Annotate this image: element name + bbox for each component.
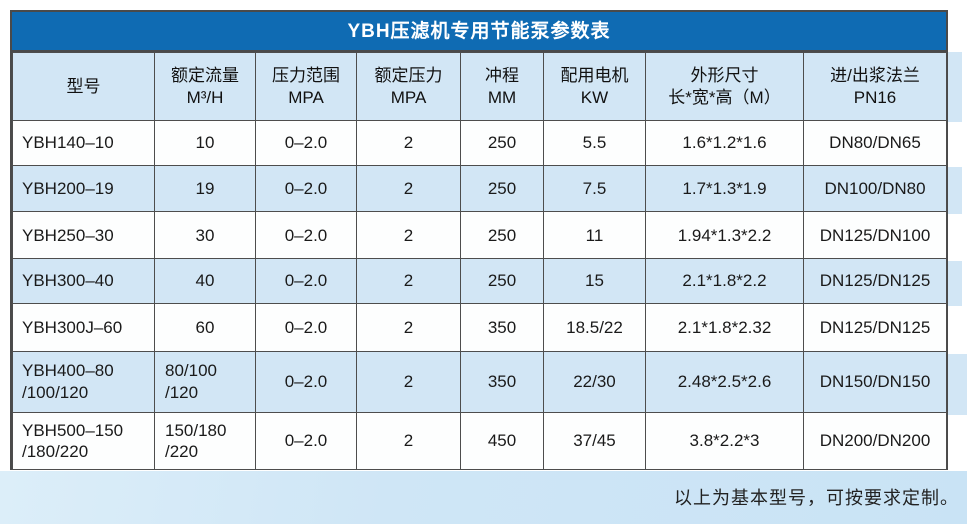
cell-stroke: 450 — [460, 411, 544, 471]
cell-rated-flow: 150/180 /220 — [154, 411, 256, 471]
table-row: YBH300–40 40 0–2.0 2 250 15 2.1*1.8*2.2 … — [12, 258, 947, 304]
cell-rated-flow: 10 — [154, 120, 256, 166]
cell-motor: 11 — [543, 211, 646, 260]
cell-model: YBH250–30 — [12, 211, 155, 260]
cell-dimensions: 3.8*2.2*3 — [645, 411, 804, 471]
cell-model: YBH300–40 — [12, 258, 155, 304]
cell-stroke: 350 — [460, 302, 544, 352]
cell-rated-pressure: 2 — [356, 120, 461, 166]
cell-model: YBH200–19 — [12, 164, 155, 213]
cell-flange: DN125/DN125 — [803, 258, 947, 304]
header-motor: 配用电机 KW — [543, 52, 646, 121]
cell-flange: DN200/DN200 — [803, 411, 947, 471]
table-row: YBH400–80 /100/120 80/100 /120 0–2.0 2 3… — [12, 350, 947, 413]
cell-motor: 7.5 — [543, 164, 646, 213]
spec-table-container: YBH压滤机专用节能泵参数表 型号 额定流量 M³/H 压力范围 MPA 额定压… — [10, 10, 948, 471]
cell-rated-pressure: 2 — [356, 302, 461, 352]
table-title: YBH压滤机专用节能泵参数表 — [12, 12, 946, 52]
table-row: YBH500–150 /180/220 150/180 /220 0–2.0 2… — [12, 411, 947, 471]
row-stripe-overflow — [948, 354, 967, 415]
footer-note: 以上为基本型号，可按要求定制。 — [674, 488, 959, 508]
table-row: YBH140–10 10 0–2.0 2 250 5.5 1.6*1.2*1.6… — [12, 120, 947, 166]
cell-rated-pressure: 2 — [356, 350, 461, 413]
cell-rated-pressure: 2 — [356, 411, 461, 471]
cell-stroke: 250 — [460, 258, 544, 304]
header-flange: 进/出浆法兰 PN16 — [803, 52, 947, 121]
table-row: YBH300J–60 60 0–2.0 2 350 18.5/22 2.1*1.… — [12, 302, 947, 352]
cell-flange: DN125/DN100 — [803, 211, 947, 260]
cell-rated-pressure: 2 — [356, 258, 461, 304]
cell-motor: 5.5 — [543, 120, 646, 166]
cell-stroke: 350 — [460, 350, 544, 413]
cell-motor: 15 — [543, 258, 646, 304]
cell-motor: 37/45 — [543, 411, 646, 471]
cell-model: YBH400–80 /100/120 — [12, 350, 155, 413]
cell-pressure-range: 0–2.0 — [255, 258, 357, 304]
cell-dimensions: 2.48*2.5*2.6 — [645, 350, 804, 413]
header-pressure-range: 压力范围 MPA — [255, 52, 357, 121]
cell-rated-flow: 80/100 /120 — [154, 350, 256, 413]
header-rated-flow: 额定流量 M³/H — [154, 52, 256, 121]
cell-stroke: 250 — [460, 211, 544, 260]
cell-rated-flow: 30 — [154, 211, 256, 260]
cell-dimensions: 1.6*1.2*1.6 — [645, 120, 804, 166]
table-row: YBH200–19 19 0–2.0 2 250 7.5 1.7*1.3*1.9… — [12, 164, 947, 213]
cell-pressure-range: 0–2.0 — [255, 164, 357, 213]
row-stripe-overflow — [948, 167, 962, 214]
cell-model: YBH500–150 /180/220 — [12, 411, 155, 471]
row-stripe-overflow — [948, 261, 962, 306]
cell-pressure-range: 0–2.0 — [255, 411, 357, 471]
cell-dimensions: 1.94*1.3*2.2 — [645, 211, 804, 260]
footer-strip — [0, 471, 967, 524]
cell-dimensions: 1.7*1.3*1.9 — [645, 164, 804, 213]
cell-rated-flow: 19 — [154, 164, 256, 213]
cell-pressure-range: 0–2.0 — [255, 211, 357, 260]
cell-model: YBH140–10 — [12, 120, 155, 166]
cell-dimensions: 2.1*1.8*2.32 — [645, 302, 804, 352]
cell-rated-flow: 60 — [154, 302, 256, 352]
cell-rated-flow: 40 — [154, 258, 256, 304]
cell-pressure-range: 0–2.0 — [255, 120, 357, 166]
cell-motor: 22/30 — [543, 350, 646, 413]
cell-model: YBH300J–60 — [12, 302, 155, 352]
cell-stroke: 250 — [460, 164, 544, 213]
cell-flange: DN100/DN80 — [803, 164, 947, 213]
cell-flange: DN80/DN65 — [803, 120, 947, 166]
cell-motor: 18.5/22 — [543, 302, 646, 352]
cell-flange: DN150/DN150 — [803, 350, 947, 413]
spec-table: 型号 额定流量 M³/H 压力范围 MPA 额定压力 MPA 冲程 MM 配用电… — [12, 52, 947, 471]
cell-stroke: 250 — [460, 120, 544, 166]
header-row: 型号 额定流量 M³/H 压力范围 MPA 额定压力 MPA 冲程 MM 配用电… — [12, 52, 947, 121]
header-stroke: 冲程 MM — [460, 52, 544, 121]
row-stripe-overflow — [948, 52, 962, 122]
cell-rated-pressure: 2 — [356, 211, 461, 260]
cell-rated-pressure: 2 — [356, 164, 461, 213]
cell-pressure-range: 0–2.0 — [255, 350, 357, 413]
header-model: 型号 — [12, 52, 155, 121]
header-dimensions: 外形尺寸 长*宽*高（M） — [645, 52, 804, 121]
cell-pressure-range: 0–2.0 — [255, 302, 357, 352]
cell-flange: DN125/DN125 — [803, 302, 947, 352]
cell-dimensions: 2.1*1.8*2.2 — [645, 258, 804, 304]
header-rated-pressure: 额定压力 MPA — [356, 52, 461, 121]
table-row: YBH250–30 30 0–2.0 2 250 11 1.94*1.3*2.2… — [12, 211, 947, 260]
